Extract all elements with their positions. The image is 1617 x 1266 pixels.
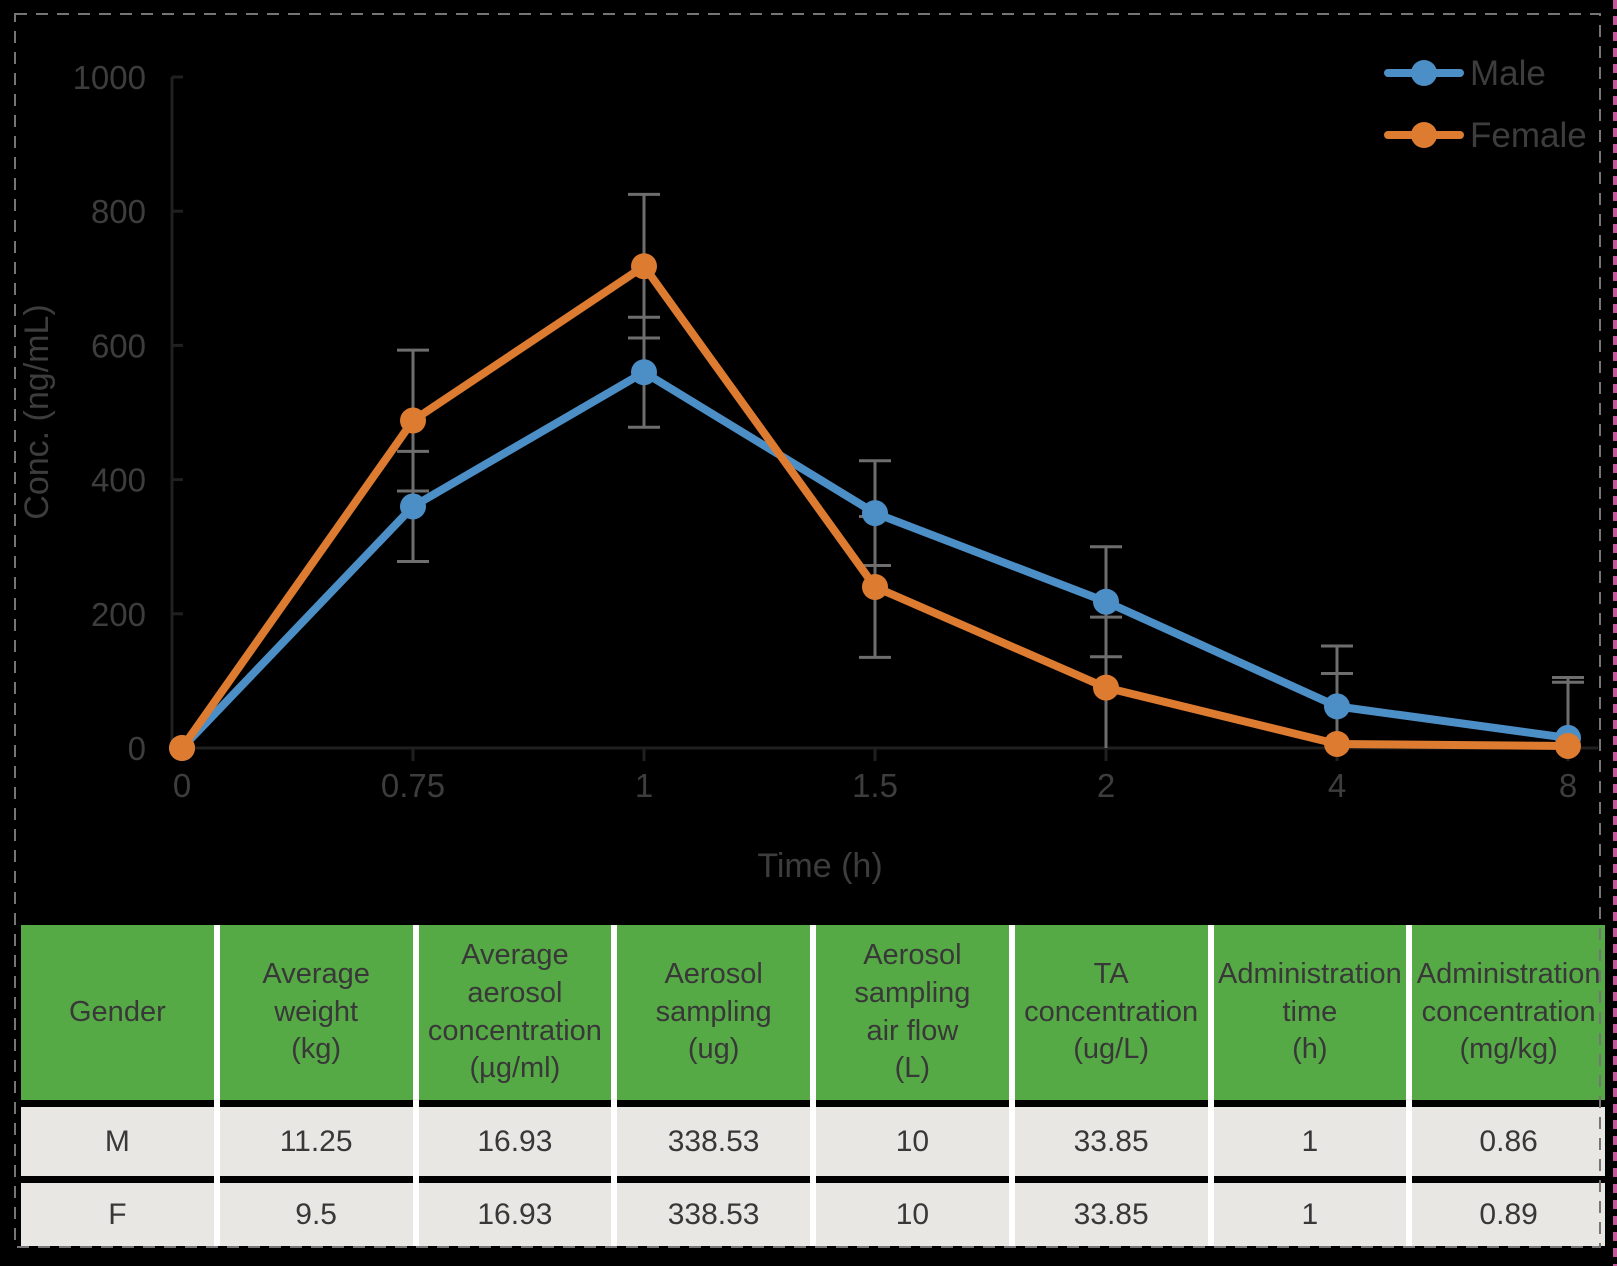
male-marker xyxy=(1324,693,1350,720)
male-marker xyxy=(1093,588,1119,615)
y-tick-label: 800 xyxy=(91,193,146,230)
female-marker xyxy=(400,407,426,434)
y-tick-label: 600 xyxy=(91,327,146,364)
concentration-time-chart: 0 200 400 600 800 1000 0 0.75 1 1.5 2 4 8 Time (h) Con… xyxy=(18,54,1598,885)
female-marker xyxy=(631,253,657,280)
study-parameters-table: Gender Average weight (kg) Average aerosol… xyxy=(21,925,1605,1246)
table-row-1-cell-4: 10 xyxy=(816,1176,1009,1246)
table-row-1-cell-5: 33.85 xyxy=(1014,1176,1208,1246)
table-row-1-cell-2: 16.93 xyxy=(418,1176,612,1246)
x-tick-label: 0 xyxy=(173,767,191,804)
legend-male-label: Male xyxy=(1470,54,1546,93)
female-marker xyxy=(862,573,888,600)
table-row-1-cell-1: 9.5 xyxy=(219,1176,413,1246)
header-cell-7: Administration concentration (mg/kg) xyxy=(1412,925,1605,1100)
header-cell-3: Aerosol sampling (ug) xyxy=(617,925,810,1100)
y-tick-label: 400 xyxy=(91,462,146,499)
legend-female-marker xyxy=(1411,122,1437,148)
header-cell-4: Aerosol sampling air flow (L) xyxy=(816,925,1009,1100)
table-row-0-cell-1: 11.25 xyxy=(219,1100,413,1176)
header-cell-5: TA concentration (ug/L) xyxy=(1014,925,1208,1100)
table-row-0-cell-5: 33.85 xyxy=(1014,1100,1208,1176)
y-tick-label: 0 xyxy=(128,730,146,767)
x-axis-title: Time (h) xyxy=(757,847,882,885)
table-row-0-cell-6: 1 xyxy=(1213,1100,1407,1176)
table-row-0-cell-3: 338.53 xyxy=(617,1100,810,1176)
table-row-0-cell-0: M xyxy=(21,1100,214,1176)
table-row-1-cell-7: 0.89 xyxy=(1412,1176,1605,1246)
legend-male-marker xyxy=(1411,60,1437,86)
female-marker xyxy=(1324,730,1350,757)
x-tick-label: 4 xyxy=(1328,767,1346,804)
x-tick-label: 1.5 xyxy=(852,767,898,804)
legend-female-label: Female xyxy=(1470,116,1587,155)
table-row-1-cell-3: 338.53 xyxy=(617,1176,810,1246)
header-cell-6: Administration time (h) xyxy=(1213,925,1407,1100)
x-tick-label: 2 xyxy=(1097,767,1115,804)
table-row-0-cell-4: 10 xyxy=(816,1100,1009,1176)
male-marker xyxy=(862,500,888,527)
header-cell-2: Average aerosol concentration (µg/ml) xyxy=(418,925,612,1100)
table-row-1-cell-6: 1 xyxy=(1213,1176,1407,1246)
header-cell-1: Average weight (kg) xyxy=(219,925,413,1100)
table-row-0-cell-7: 0.86 xyxy=(1412,1100,1605,1176)
female-marker xyxy=(1555,732,1581,759)
female-marker xyxy=(169,735,195,761)
female-marker xyxy=(1093,674,1119,701)
y-tick-label: 1000 xyxy=(73,59,146,96)
male-marker xyxy=(400,493,426,520)
header-cell-0: Gender xyxy=(21,925,214,1100)
table-row-1-cell-0: F xyxy=(21,1176,214,1246)
x-tick-label: 0.75 xyxy=(381,767,445,804)
x-tick-label: 1 xyxy=(635,767,653,804)
table-row-0-cell-2: 16.93 xyxy=(418,1100,612,1176)
y-axis-title: Conc. (ng/mL) xyxy=(18,304,56,519)
y-tick-label: 200 xyxy=(91,596,146,633)
x-tick-label: 8 xyxy=(1559,767,1577,804)
male-marker xyxy=(631,359,657,386)
